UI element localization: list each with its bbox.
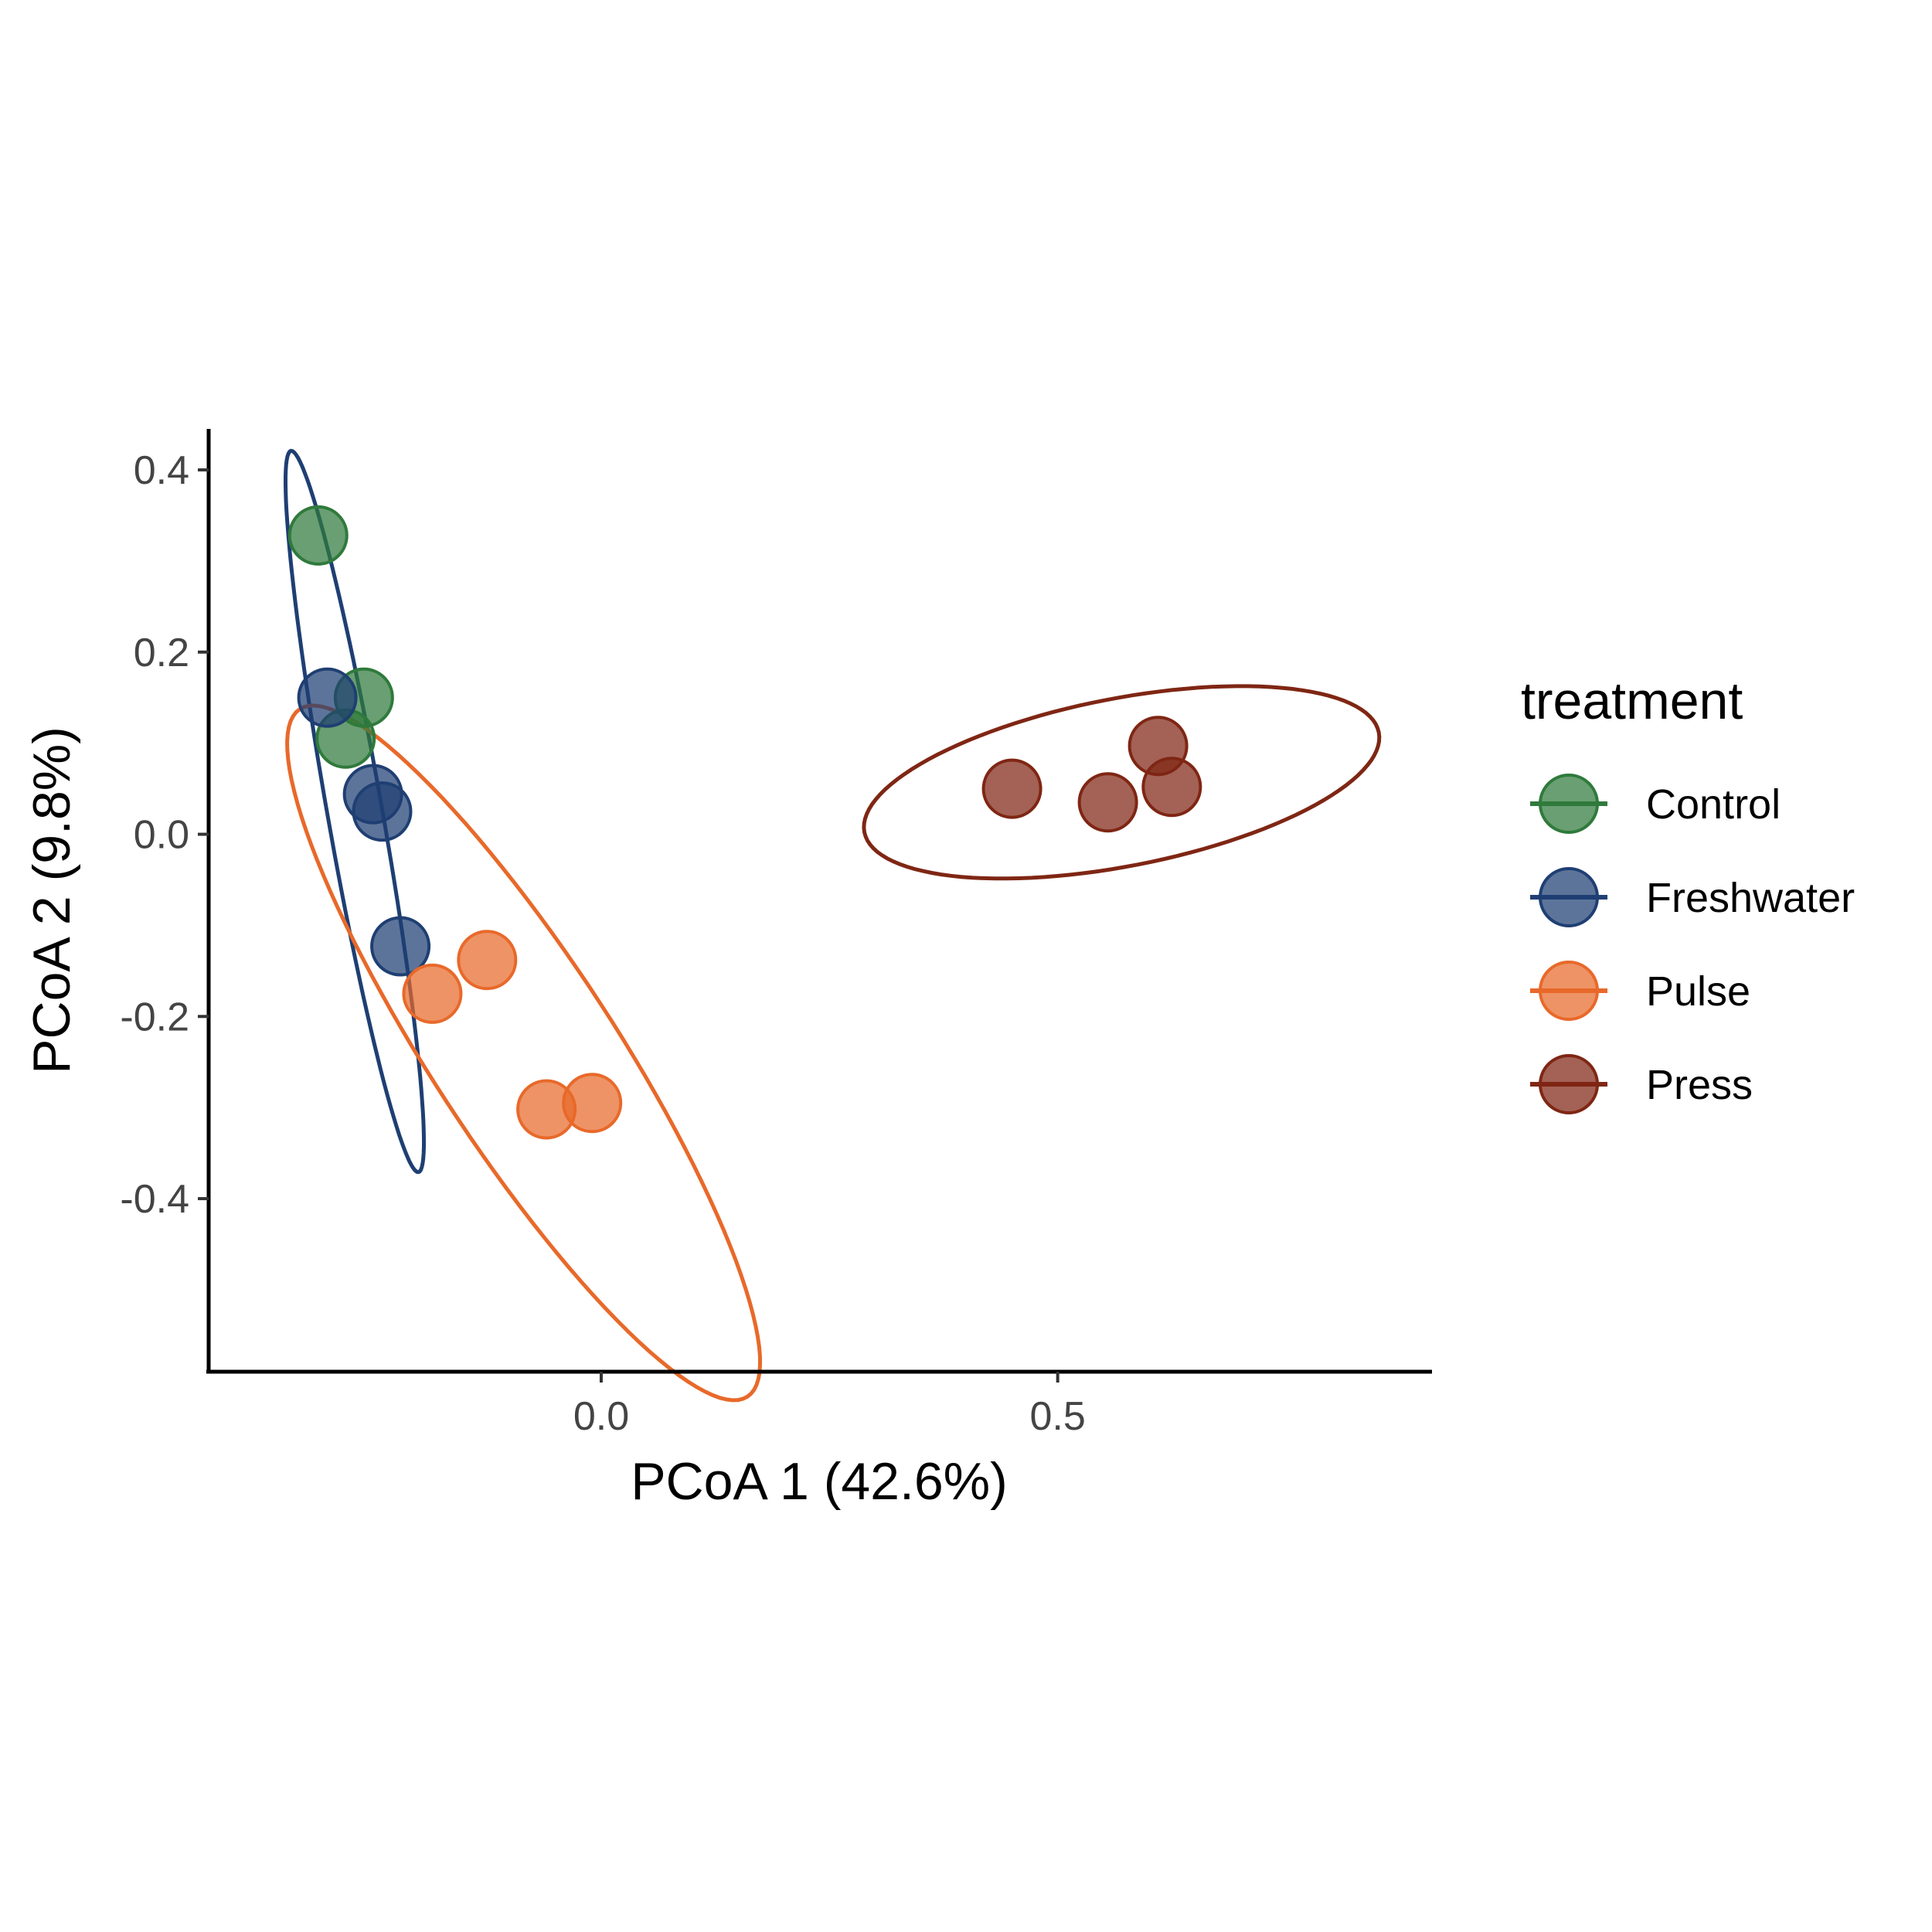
legend-item-control: Control [1530, 774, 1781, 834]
point-press [1141, 757, 1202, 818]
legend-point-key [1539, 867, 1599, 927]
y-tick-label: -0.2 [120, 995, 189, 1039]
point-freshwater [370, 916, 431, 977]
ellipse-press [862, 684, 1382, 881]
point-pulse [457, 930, 518, 991]
y-tick-label: 0.2 [134, 631, 189, 675]
legend-label: Control [1646, 781, 1781, 828]
point-freshwater [352, 781, 413, 842]
axis-ticks: 0.0 0.5 0.4 0.2 0.0 -0.2 -0.4 [120, 448, 1085, 1439]
point-control [287, 505, 349, 566]
legend-point-key [1539, 961, 1599, 1021]
x-tick-label: 0.5 [1030, 1394, 1086, 1439]
y-tick-label: 0.4 [134, 448, 189, 493]
legend-point-key [1539, 774, 1599, 834]
legend-point-key [1539, 1054, 1599, 1114]
legend-label: Press [1646, 1062, 1753, 1108]
point-freshwater [297, 667, 358, 728]
x-tick-label: 0.0 [573, 1394, 629, 1439]
point-press [1077, 772, 1138, 833]
y-tick-label: 0.0 [134, 813, 189, 858]
y-tick-label: -0.4 [120, 1177, 189, 1222]
legend-item-freshwater: Freshwater [1530, 867, 1855, 927]
legend-item-press: Press [1530, 1054, 1753, 1114]
legend-item-pulse: Pulse [1530, 961, 1750, 1021]
x-axis-title: PCoA 1 (42.6%) [631, 1452, 1008, 1511]
legend-title: treatment [1521, 672, 1743, 730]
legend-label: Freshwater [1646, 875, 1855, 921]
legend-label: Pulse [1646, 968, 1750, 1015]
y-axis-title: PCoA 2 (9.8%) [22, 726, 81, 1074]
point-press [981, 758, 1043, 819]
point-pulse [562, 1073, 623, 1134]
point-pulse [402, 963, 463, 1024]
data-points [287, 505, 1202, 1140]
legend: treatment Control Freshwater Pulse Press [1521, 672, 1855, 1114]
